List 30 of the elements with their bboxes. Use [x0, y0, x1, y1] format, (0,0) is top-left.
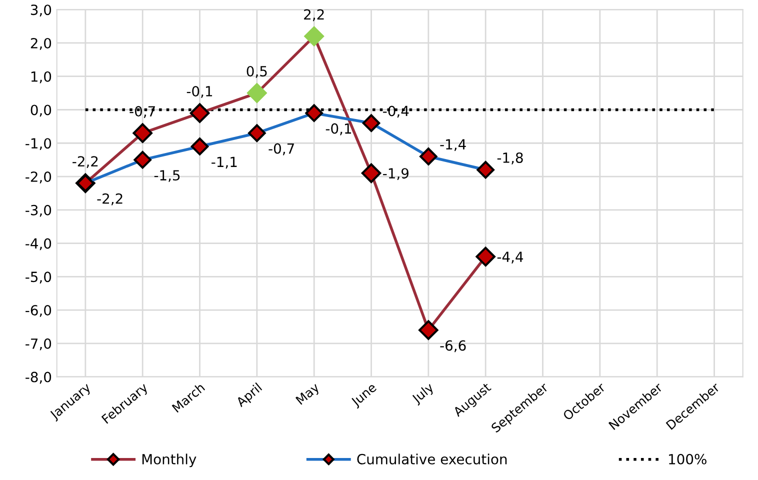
legend-label: 100% [669, 454, 706, 464]
y-tick-label: -3,0 [26, 204, 52, 217]
y-tick-label: 0,0 [30, 104, 52, 117]
y-tick-label: 1,0 [31, 71, 52, 84]
y-tick-label: -6,0 [26, 305, 52, 317]
data-label: 2,2 [304, 9, 324, 22]
data-label: -1,4 [440, 139, 466, 152]
data-label: -0,7 [268, 143, 294, 156]
y-tick-label: -2,0 [26, 171, 52, 184]
legend-label: Cumulative execution [357, 454, 507, 464]
y-tick-label: -8,0 [26, 372, 52, 384]
y-tick-label: -7,0 [26, 338, 52, 350]
y-tick-label: -4,0 [26, 238, 52, 250]
y-tick-label: -1,0 [26, 138, 52, 150]
data-label: -0,1 [326, 123, 352, 136]
data-label: -1,1 [212, 156, 237, 169]
y-tick-label: 2,0 [30, 38, 52, 50]
data-label: -2,2 [72, 156, 98, 168]
data-label: -1,9 [383, 168, 408, 180]
data-label: -0,1 [186, 86, 212, 98]
data-label: -1,8 [497, 152, 523, 164]
data-label: -1,5 [154, 170, 180, 182]
data-label: 0,5 [246, 66, 267, 78]
y-tick-label: -5,0 [26, 272, 52, 284]
data-label: -6,6 [440, 340, 466, 352]
data-label: -2,2 [97, 193, 122, 206]
y-tick-label: 3,0 [30, 4, 52, 16]
x-tick-label: May [295, 382, 322, 407]
legend-label: Monthly [142, 454, 196, 468]
data-label: -4,4 [497, 252, 524, 264]
